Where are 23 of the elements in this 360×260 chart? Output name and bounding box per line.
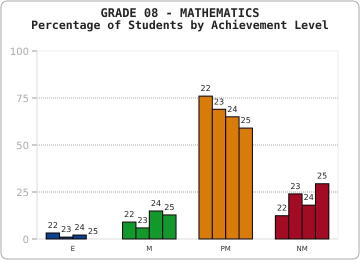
text: 24 bbox=[150, 198, 162, 208]
y-tick-label: 50 bbox=[16, 141, 29, 152]
text: 24 bbox=[304, 193, 314, 202]
text: 23 bbox=[214, 97, 224, 106]
y-tick-label: 75 bbox=[16, 94, 29, 105]
y-tick-label: 0 bbox=[22, 235, 29, 246]
text: 22 bbox=[124, 210, 134, 220]
text: 25 bbox=[317, 172, 328, 181]
text: 23 bbox=[138, 216, 148, 225]
text: 22 bbox=[276, 204, 288, 213]
text: 22 bbox=[200, 84, 211, 94]
text: 25 bbox=[88, 227, 98, 236]
series-label: 24 bbox=[74, 223, 85, 232]
chart-title: GRADE 08 - MATHEMATICS bbox=[100, 6, 260, 20]
chart-subtitle: Percentage of Students by Achievement Level bbox=[31, 18, 329, 32]
series-label: 22 bbox=[48, 220, 58, 230]
y-tick-label: 25 bbox=[16, 188, 29, 199]
text: 24 bbox=[227, 104, 238, 114]
series-label: 23 bbox=[61, 225, 72, 234]
text: 23 bbox=[290, 182, 301, 191]
series-label: 25 bbox=[164, 202, 174, 212]
text: 25 bbox=[240, 116, 251, 126]
y-tick-label: 100 bbox=[10, 47, 29, 58]
